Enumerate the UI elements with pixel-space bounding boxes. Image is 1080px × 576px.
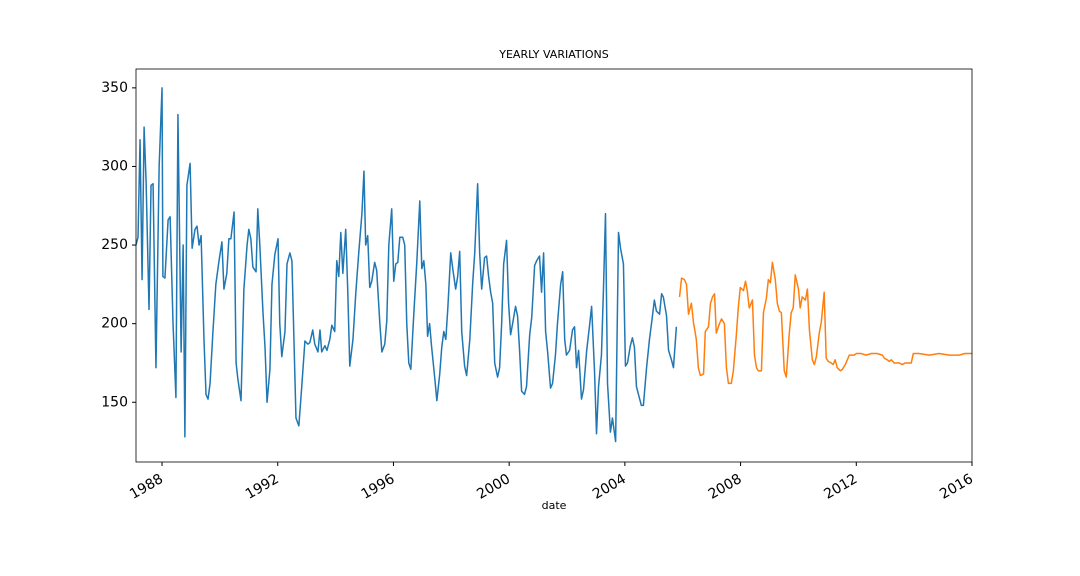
y-tick-label: 150: [101, 394, 128, 410]
x-tick-label: 1988: [127, 471, 166, 503]
y-tick-label: 200: [101, 316, 128, 332]
x-tick-label: 2016: [937, 471, 976, 503]
x-tick-label: 2000: [474, 471, 513, 503]
x-tick-label: 1996: [359, 471, 398, 503]
series-line: [135, 87, 678, 443]
y-tick-label: 350: [101, 80, 128, 96]
x-tick-label: 2012: [821, 471, 860, 503]
chart-title: YEARLY VARIATIONS: [498, 48, 608, 61]
axes-frame: [135, 68, 973, 463]
series-line: [678, 261, 972, 385]
y-tick-label: 250: [101, 237, 128, 253]
x-tick-label: 1992: [243, 471, 282, 503]
y-tick-label: 300: [101, 158, 128, 174]
x-axis-label: date: [542, 499, 567, 512]
x-tick-label: 2008: [706, 471, 745, 503]
x-tick-label: 2004: [590, 471, 629, 503]
